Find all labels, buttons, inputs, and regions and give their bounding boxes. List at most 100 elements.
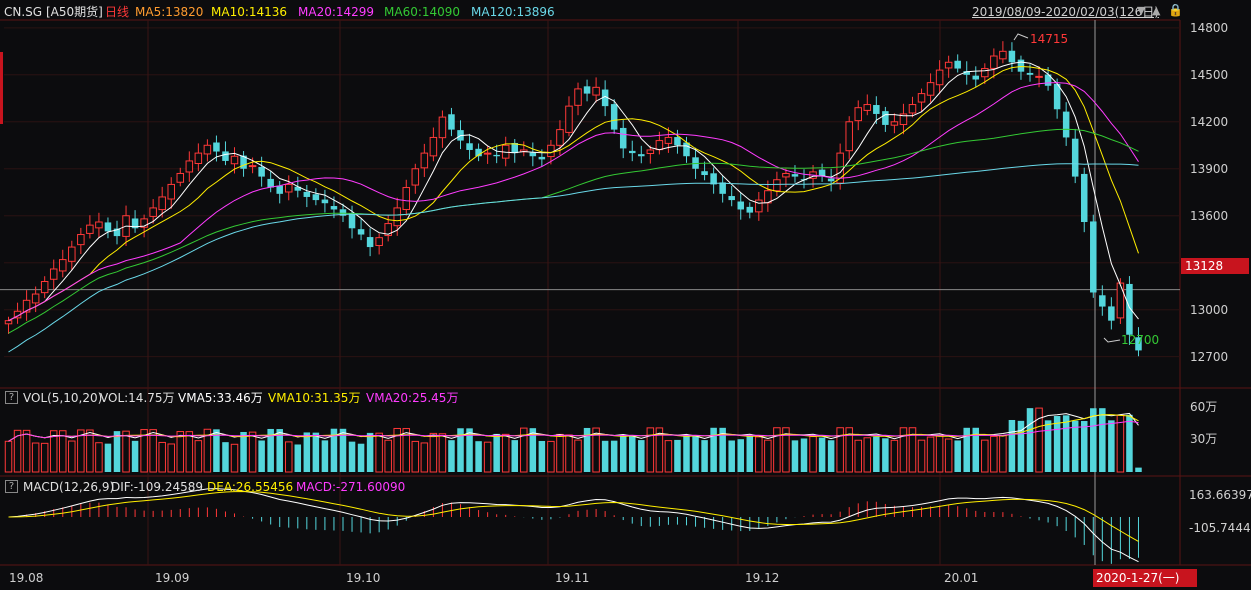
macd-axis-bottom: -105.7444 [1189, 521, 1251, 535]
candle-down [619, 127, 627, 149]
volume-bar-down [339, 428, 347, 472]
price-axis-label: 14800 [1190, 20, 1229, 35]
candle-down [601, 89, 609, 107]
candle-down [1062, 111, 1070, 138]
ma120-line [8, 163, 1139, 353]
volume-bar-up [22, 429, 31, 473]
volume-bar-up [764, 439, 772, 473]
volume-bar-up [13, 429, 22, 473]
volume-bar-up [773, 427, 781, 473]
volume-bar-up [393, 427, 401, 473]
grid-lines [0, 19, 1251, 566]
volume-bar-down [873, 436, 880, 472]
candle-up [592, 86, 600, 96]
volume-bar-down [321, 440, 329, 472]
candle-up [95, 221, 103, 229]
triangle-down-icon[interactable]: ▼ [1137, 4, 1146, 17]
vma20-value: VMA20:25.45万 [366, 391, 459, 405]
date-range[interactable]: 2019/08/09-2020/02/03(126日) [972, 5, 1159, 19]
volume-bar-up [809, 436, 817, 473]
dif-line [8, 488, 1139, 563]
volume-bar-down [303, 432, 311, 472]
candle-down [638, 154, 645, 157]
triangle-up-icon[interactable]: ▲ [1152, 4, 1161, 17]
vol-help-icon[interactable]: ? [5, 391, 18, 404]
candle-down [963, 71, 970, 75]
macd-label: MACD(12,26,9) [23, 480, 115, 494]
candle-down [357, 229, 365, 235]
candle-down [276, 185, 283, 194]
candle-down [104, 222, 112, 232]
candle-up [990, 55, 998, 69]
candle-down [719, 182, 726, 194]
volume-bar-down [963, 427, 970, 472]
vma5-value: VMA5:33.46万 [178, 391, 263, 405]
volume-bar-up [31, 442, 40, 473]
volume-bar-down [954, 440, 961, 472]
candle-down [818, 169, 826, 177]
candle-up [547, 144, 555, 158]
volume-bar-down [583, 427, 591, 472]
dea-line [8, 490, 1139, 542]
price-axis-label: 13000 [1190, 302, 1229, 317]
volume-bar-down [1044, 420, 1052, 472]
volume-bar-down [638, 440, 645, 472]
candle-up [158, 196, 166, 211]
volume-bar-down [276, 429, 283, 472]
volume-bar-up [890, 439, 899, 473]
candle-up [1035, 75, 1043, 78]
candle-up [565, 105, 573, 133]
volume-bar-up [438, 433, 447, 473]
volume-bar-down [601, 440, 609, 472]
volume-bar-down [1135, 467, 1142, 472]
time-label-nov: 19.11 [555, 571, 590, 585]
candle-up [176, 172, 185, 183]
vma20-line [8, 420, 1139, 442]
volume-bar-down [1062, 415, 1070, 472]
volume-bar-down [719, 427, 726, 472]
volume-bar-up [592, 427, 600, 473]
candle-up [646, 149, 655, 155]
volume-bar-up [1035, 407, 1043, 473]
volume-bar-down [683, 435, 690, 472]
candle-down [448, 114, 455, 130]
volume-bar-up [284, 441, 293, 473]
volume-bar-down [791, 440, 799, 472]
volume-bar-up [230, 443, 239, 473]
symbol-code: CN.SG [4, 5, 43, 19]
volume-bar-down [240, 431, 247, 472]
time-label-sep: 19.09 [155, 571, 190, 585]
period-label[interactable]: 日线 [105, 5, 130, 19]
candle-down [683, 142, 690, 157]
volume-bar-up [77, 429, 85, 473]
vma10-value: VMA10:31.35万 [268, 391, 361, 405]
volume-bar-up [40, 442, 49, 473]
candle-up [402, 187, 411, 211]
candle-down [1080, 173, 1088, 223]
candle-down [1126, 283, 1133, 335]
candle-down [674, 137, 681, 146]
volume-bar-up [935, 435, 944, 473]
volume-bar-up [908, 427, 917, 473]
candle-down [294, 186, 302, 191]
candle-up [755, 199, 763, 213]
vol-axis-30: 30万 [1190, 432, 1218, 446]
candle-up [483, 152, 492, 155]
volume-bar-down [448, 440, 455, 472]
candle-down [348, 212, 356, 229]
volume-bar-up [520, 427, 528, 473]
candle-down [610, 104, 618, 130]
macd-help-icon[interactable]: ? [5, 480, 18, 493]
candle-up [574, 88, 582, 106]
lock-icon[interactable]: 🔒 [1168, 3, 1183, 17]
volume-bar-down [737, 439, 744, 472]
volume-bar-down [131, 440, 139, 472]
time-label-oct: 19.10 [346, 571, 381, 585]
candle-up [890, 121, 899, 126]
volume-bar-up [483, 441, 492, 473]
volume-bar-down [1108, 420, 1115, 472]
candle-down [1135, 337, 1142, 351]
volume-bars [4, 407, 1142, 473]
volume-bar-up [944, 438, 953, 473]
